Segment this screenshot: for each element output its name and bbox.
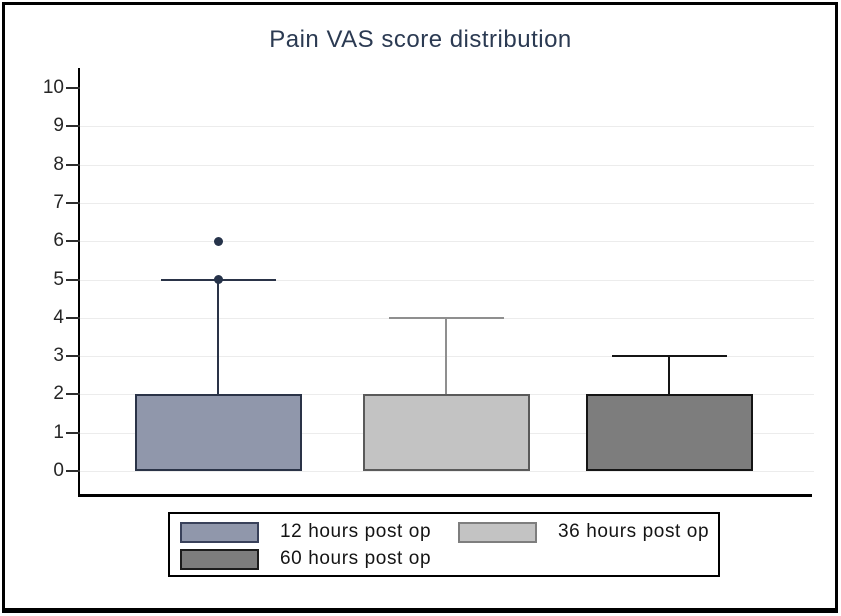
outlier-dot-1-val6 xyxy=(213,236,223,246)
box-1 xyxy=(134,394,302,471)
gridline-8 xyxy=(80,164,814,166)
legend-swatch-2 xyxy=(458,521,537,543)
x-axis-line xyxy=(78,494,812,497)
gridline-9 xyxy=(80,126,814,128)
y-axis-line xyxy=(78,68,80,497)
y-tick-label-8: 8 xyxy=(53,153,64,175)
y-tick-label-1: 1 xyxy=(53,421,64,443)
y-tick-label-5: 5 xyxy=(53,268,64,290)
whisker-stem-3 xyxy=(668,356,670,395)
gridline-5 xyxy=(80,279,814,281)
legend-label-2: 36 hours post op xyxy=(558,521,710,542)
y-tick-3 xyxy=(66,355,80,358)
whisker-stem-2 xyxy=(445,317,447,395)
box-3 xyxy=(585,394,753,471)
whisker-stem-1 xyxy=(217,279,219,395)
legend-entry-60-hours-post-op: 60 hours post op xyxy=(180,548,431,570)
legend-swatch-1 xyxy=(180,521,259,543)
y-tick-9 xyxy=(66,125,80,128)
y-tick-label-10: 10 xyxy=(42,77,64,98)
legend-entry-36-hours-post-op: 36 hours post op xyxy=(458,521,709,543)
whisker-cap-3 xyxy=(611,355,727,358)
box-2 xyxy=(362,394,530,471)
y-tick-7 xyxy=(66,201,80,204)
y-tick-2 xyxy=(66,393,80,396)
y-tick-6 xyxy=(66,240,80,243)
legend-label-1: 12 hours post op xyxy=(280,521,432,542)
y-tick-label-3: 3 xyxy=(53,345,64,367)
whisker-cap-2 xyxy=(388,316,504,319)
y-tick-8 xyxy=(66,163,80,166)
y-tick-label-4: 4 xyxy=(53,306,64,328)
legend-label-3: 60 hours post op xyxy=(280,548,432,569)
y-tick-4 xyxy=(66,316,80,319)
legend-swatch-3 xyxy=(180,548,259,570)
gridline-6 xyxy=(80,241,814,243)
y-tick-label-0: 0 xyxy=(53,460,64,481)
y-tick-1 xyxy=(66,431,80,434)
legend-entry-12-hours-post-op: 12 hours post op xyxy=(180,521,431,543)
outlier-dot-1-val5 xyxy=(213,275,223,284)
y-tick-label-7: 7 xyxy=(53,191,64,213)
gridline-7 xyxy=(80,202,814,204)
y-tick-label-9: 9 xyxy=(53,115,64,137)
chart-title: Pain VAS score distribution xyxy=(269,26,572,53)
y-tick-5 xyxy=(66,278,80,281)
y-tick-label-2: 2 xyxy=(53,383,64,405)
y-tick-label-6: 6 xyxy=(53,230,64,252)
y-tick-0 xyxy=(66,470,80,472)
gridline-3 xyxy=(80,356,814,358)
gridline-0 xyxy=(80,471,814,472)
legend-box: 12 hours post op 36 hours post op 60 hours… xyxy=(168,512,720,577)
y-tick-10 xyxy=(66,87,80,89)
